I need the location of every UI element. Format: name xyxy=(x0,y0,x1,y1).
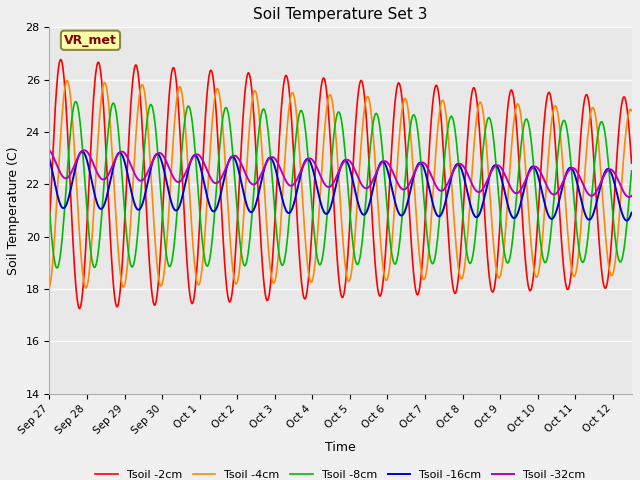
Tsoil -8cm xyxy=(45,207,53,213)
Tsoil -2cm xyxy=(628,160,636,166)
Tsoil -4cm xyxy=(504,188,512,193)
Tsoil -4cm xyxy=(314,230,321,236)
Tsoil -2cm xyxy=(45,220,53,226)
Tsoil -16cm xyxy=(611,182,619,188)
Line: Tsoil -2cm: Tsoil -2cm xyxy=(49,60,632,309)
Tsoil -4cm xyxy=(76,231,83,237)
Tsoil -4cm xyxy=(82,285,90,291)
Tsoil -8cm xyxy=(53,265,61,271)
Tsoil -2cm xyxy=(57,57,65,62)
Tsoil -16cm xyxy=(628,210,636,216)
Tsoil -16cm xyxy=(623,218,630,224)
Tsoil -16cm xyxy=(504,203,512,209)
Text: VR_met: VR_met xyxy=(64,34,117,47)
Tsoil -32cm xyxy=(45,147,53,153)
Tsoil -2cm xyxy=(76,306,83,312)
Tsoil -4cm xyxy=(45,284,53,290)
Tsoil -32cm xyxy=(611,171,619,177)
Tsoil -2cm xyxy=(314,125,321,131)
Tsoil -8cm xyxy=(329,140,337,145)
Y-axis label: Soil Temperature (C): Soil Temperature (C) xyxy=(7,146,20,275)
Tsoil -2cm xyxy=(611,184,619,190)
Tsoil -4cm xyxy=(63,78,71,84)
Tsoil -8cm xyxy=(611,236,619,241)
Title: Soil Temperature Set 3: Soil Temperature Set 3 xyxy=(253,7,428,22)
X-axis label: Time: Time xyxy=(325,442,356,455)
Tsoil -16cm xyxy=(78,148,86,154)
Tsoil -2cm xyxy=(76,305,84,311)
Tsoil -32cm xyxy=(76,152,83,158)
Tsoil -2cm xyxy=(611,180,619,186)
Tsoil -8cm xyxy=(72,99,79,105)
Tsoil -2cm xyxy=(329,187,337,192)
Line: Tsoil -16cm: Tsoil -16cm xyxy=(49,151,632,221)
Tsoil -8cm xyxy=(504,260,512,265)
Tsoil -8cm xyxy=(628,168,636,174)
Tsoil -4cm xyxy=(611,258,619,264)
Tsoil -32cm xyxy=(504,179,512,185)
Tsoil -16cm xyxy=(329,196,337,202)
Line: Tsoil -4cm: Tsoil -4cm xyxy=(49,81,632,288)
Tsoil -8cm xyxy=(314,257,321,263)
Tsoil -32cm xyxy=(314,166,321,171)
Tsoil -4cm xyxy=(628,108,636,114)
Tsoil -16cm xyxy=(611,181,618,187)
Tsoil -8cm xyxy=(611,233,619,239)
Tsoil -32cm xyxy=(81,147,88,153)
Tsoil -32cm xyxy=(625,194,633,200)
Tsoil -4cm xyxy=(329,104,337,110)
Line: Tsoil -8cm: Tsoil -8cm xyxy=(49,102,632,268)
Tsoil -2cm xyxy=(504,99,512,105)
Tsoil -16cm xyxy=(76,152,83,157)
Tsoil -4cm xyxy=(611,260,619,266)
Legend: Tsoil -2cm, Tsoil -4cm, Tsoil -8cm, Tsoil -16cm, Tsoil -32cm: Tsoil -2cm, Tsoil -4cm, Tsoil -8cm, Tsoi… xyxy=(91,465,590,480)
Tsoil -16cm xyxy=(45,156,53,162)
Tsoil -32cm xyxy=(628,193,636,199)
Line: Tsoil -32cm: Tsoil -32cm xyxy=(49,150,632,197)
Tsoil -32cm xyxy=(611,170,618,176)
Tsoil -8cm xyxy=(76,117,84,122)
Tsoil -16cm xyxy=(314,186,321,192)
Tsoil -32cm xyxy=(329,181,337,187)
